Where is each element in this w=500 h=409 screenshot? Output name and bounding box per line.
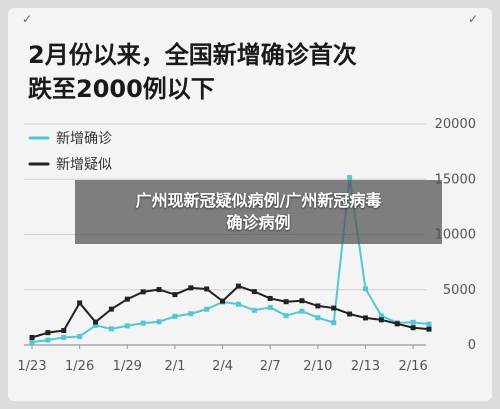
x-tick-label: 1/23	[17, 359, 46, 374]
corner-mark-right: ✓	[467, 12, 478, 26]
data-point	[172, 313, 178, 319]
y-tick-label: 10000	[435, 228, 476, 243]
chart-title-line2: 跌至2000例以下	[28, 75, 215, 103]
legend-label: 新增疑似	[56, 157, 112, 173]
data-point	[299, 298, 305, 304]
series-line-1	[31, 285, 430, 339]
data-point	[61, 328, 67, 334]
data-point	[108, 306, 114, 312]
data-point	[29, 334, 35, 340]
data-point	[220, 298, 226, 304]
data-point	[378, 317, 384, 323]
data-point	[45, 330, 51, 336]
data-point	[45, 337, 51, 343]
x-tick-label: 2/7	[260, 359, 281, 374]
data-point	[188, 311, 194, 317]
corner-mark-left: ✓	[22, 12, 33, 26]
data-point	[93, 319, 99, 325]
caption-line2: 确诊病例	[226, 213, 291, 232]
data-point	[378, 313, 384, 319]
chart-title-line1: 2月份以来，全国新增确诊首次	[28, 41, 357, 69]
x-tick-label: 2/4	[212, 359, 233, 374]
data-point	[251, 289, 257, 295]
data-point	[61, 334, 67, 340]
data-point	[299, 308, 305, 314]
data-point	[251, 307, 257, 313]
x-tick-label: 1/29	[113, 359, 142, 374]
y-tick-label: 5000	[443, 283, 476, 298]
data-point	[362, 315, 368, 321]
y-axis-ticks: 0 5000 10000 15000 20000	[435, 117, 476, 353]
data-point	[156, 319, 162, 325]
series-line-0	[31, 176, 430, 344]
data-point	[77, 334, 83, 340]
data-point	[235, 283, 241, 289]
x-axis-ticks: 1/23 1/26 1/29 2/1 2/4 2/7 2/10 2/13 2/16	[17, 345, 428, 374]
caption-line1: 广州现新冠疑似病例/广州新冠病毒	[135, 191, 382, 210]
data-point	[410, 319, 416, 325]
x-tick-label: 2/10	[303, 359, 332, 374]
data-point	[426, 321, 432, 327]
y-tick-label: 15000	[435, 172, 476, 187]
caption-overlay: 广州现新冠疑似病例/广州新冠病毒 确诊病例	[75, 180, 442, 244]
series-lines	[29, 175, 432, 345]
data-point	[347, 175, 353, 181]
data-point	[267, 304, 273, 310]
data-point	[283, 313, 289, 319]
y-tick-label: 20000	[435, 117, 476, 132]
data-point	[331, 305, 337, 311]
data-point	[140, 289, 146, 295]
data-point	[347, 311, 353, 317]
x-tick-label: 2/13	[351, 359, 380, 374]
data-point	[315, 315, 321, 321]
data-point	[362, 286, 368, 292]
data-point	[140, 320, 146, 326]
y-tick-label: 0	[468, 338, 476, 353]
data-point	[188, 285, 194, 291]
data-point	[283, 299, 289, 305]
data-point	[108, 326, 114, 332]
x-tick-label: 1/26	[65, 359, 94, 374]
data-point	[93, 322, 99, 328]
data-point	[124, 323, 130, 329]
data-point	[172, 292, 178, 298]
data-point	[426, 326, 432, 332]
data-point	[331, 320, 337, 326]
data-point	[394, 321, 400, 327]
data-point	[315, 303, 321, 309]
data-point	[124, 296, 130, 302]
data-point	[410, 325, 416, 331]
data-point	[267, 295, 273, 301]
chart-title: 2月份以来，全国新增确诊首次 跌至2000例以下	[28, 38, 448, 106]
data-point	[156, 287, 162, 293]
chart-card: ✓ ✓ 2月份以来，全国新增确诊首次 跌至2000例以下 新增确诊新增疑似 0 5…	[8, 8, 492, 401]
data-point	[235, 301, 241, 307]
data-point	[204, 306, 210, 312]
data-point	[204, 286, 210, 292]
x-tick-label: 2/1	[164, 359, 185, 374]
x-tick-label: 2/16	[399, 359, 428, 374]
legend-label: 新增确诊	[56, 131, 112, 147]
data-point	[29, 339, 35, 345]
data-point	[77, 300, 83, 306]
